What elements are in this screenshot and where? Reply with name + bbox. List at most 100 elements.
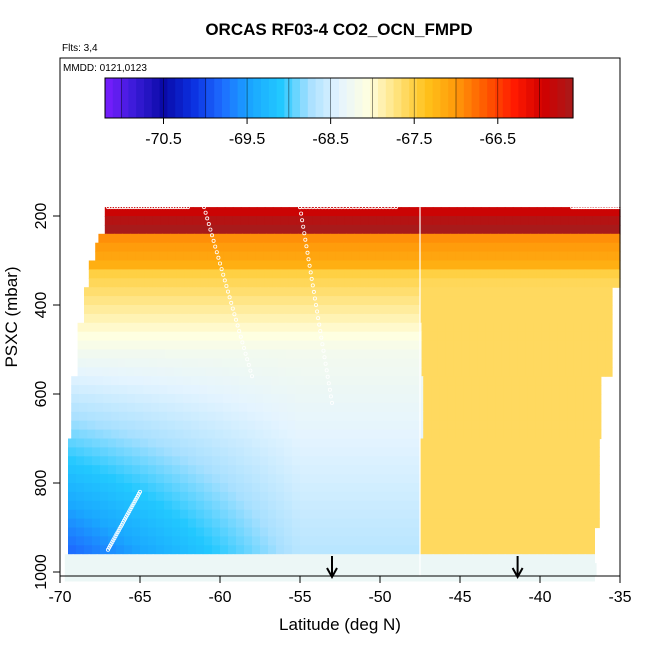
heatmap-cell — [452, 465, 461, 475]
heatmap-cell — [175, 394, 184, 404]
heatmap-cell — [124, 296, 133, 306]
heatmap-cell — [207, 251, 216, 262]
heatmap-cell — [252, 313, 261, 324]
heatmap-cell — [276, 509, 285, 520]
heatmap-cell — [112, 278, 122, 288]
heatmap-cell — [348, 509, 357, 520]
heatmap-cell — [308, 474, 317, 484]
heatmap-cell — [364, 491, 373, 502]
heatmap-cell — [432, 260, 442, 270]
heatmap-cell — [383, 385, 392, 395]
heatmap-cell — [160, 207, 170, 217]
heatmap-cell — [260, 305, 269, 315]
heatmap-cell — [528, 269, 538, 279]
heatmap-cell — [512, 224, 522, 235]
heatmap-cell — [239, 411, 248, 422]
heatmap-cell — [447, 394, 456, 404]
heatmap-cell — [479, 411, 488, 422]
heatmap-cell — [244, 296, 253, 306]
heatmap-cell — [92, 296, 101, 306]
heatmap-cell — [136, 216, 146, 226]
heatmap-cell — [436, 465, 445, 475]
heatmap-cell — [140, 500, 149, 511]
heatmap-cell — [168, 572, 178, 582]
heatmap-cell — [68, 465, 77, 475]
heatmap-cell — [252, 438, 261, 448]
heatmap-cell — [316, 545, 325, 555]
heatmap-cell — [148, 536, 157, 546]
heatmap-cell — [447, 420, 456, 431]
heatmap-cell — [237, 367, 247, 377]
heatmap-cell — [405, 349, 415, 359]
heatmap-cell — [437, 349, 447, 359]
heatmap-cell — [472, 278, 482, 288]
heatmap-cell — [357, 358, 367, 368]
heatmap-cell — [189, 322, 199, 333]
heatmap-cell — [108, 465, 117, 475]
heatmap-cell — [252, 545, 261, 555]
heatmap-cell — [485, 331, 495, 342]
sample-point — [106, 205, 111, 210]
heatmap-cell — [324, 287, 333, 297]
heatmap-cell — [119, 429, 128, 440]
heatmap-cell — [447, 376, 456, 386]
heatmap-cell — [196, 527, 205, 537]
heatmap-cell — [236, 313, 245, 324]
heatmap-cell — [324, 491, 333, 502]
heatmap-cell — [253, 358, 263, 368]
heatmap-cell — [501, 349, 511, 359]
heatmap-cell — [535, 420, 544, 431]
heatmap-cell — [519, 411, 528, 422]
heatmap-cell — [202, 233, 211, 244]
heatmap-cell — [532, 563, 541, 577]
heatmap-cell — [237, 358, 247, 368]
heatmap-cell — [532, 438, 541, 448]
sample-point — [129, 505, 134, 510]
heatmap-cell — [404, 536, 413, 546]
heatmap-cell — [188, 438, 197, 448]
heatmap-cell — [492, 500, 501, 511]
heatmap-cell — [564, 447, 573, 457]
heatmap-cell — [463, 420, 472, 431]
heatmap-cell — [429, 322, 439, 333]
heatmap-cell — [133, 349, 143, 359]
heatmap-cell — [364, 500, 373, 511]
heatmap-cell — [312, 572, 322, 582]
heatmap-cell — [392, 278, 402, 288]
heatmap-cell — [480, 216, 490, 226]
heatmap-cell — [120, 224, 130, 235]
heatmap-cell — [359, 385, 368, 395]
heatmap-cell — [116, 518, 125, 529]
heatmap-cell — [565, 322, 575, 333]
colorbar-swatch — [456, 78, 465, 118]
heatmap-cell — [544, 216, 554, 226]
heatmap-cell — [408, 278, 418, 288]
heatmap-cell — [296, 260, 306, 270]
heatmap-cell — [180, 518, 189, 529]
heatmap-cell — [328, 278, 338, 288]
heatmap-cell — [130, 233, 139, 244]
heatmap-cell — [228, 474, 237, 484]
heatmap-cell — [276, 483, 285, 493]
heatmap-cell — [408, 554, 418, 564]
heatmap-cell — [412, 509, 421, 520]
heatmap-cell — [444, 509, 453, 520]
heatmap-cell — [580, 465, 589, 475]
heatmap-cell — [184, 260, 194, 270]
heatmap-cell — [188, 296, 197, 306]
heatmap-cell — [520, 554, 530, 564]
heatmap-cell — [324, 456, 333, 466]
heatmap-cell — [279, 411, 288, 422]
heatmap-cell — [548, 465, 557, 475]
heatmap-cell — [463, 429, 472, 440]
heatmap-cell — [420, 296, 429, 306]
heatmap-cell — [335, 385, 344, 395]
heatmap-cell — [303, 411, 312, 422]
heatmap-cell — [100, 483, 109, 493]
heatmap-cell — [408, 216, 418, 226]
heatmap-cell — [151, 385, 160, 395]
heatmap-cell — [460, 447, 469, 457]
heatmap-cell — [332, 296, 341, 306]
heatmap-cell — [500, 296, 509, 306]
heatmap-cell — [244, 518, 253, 529]
